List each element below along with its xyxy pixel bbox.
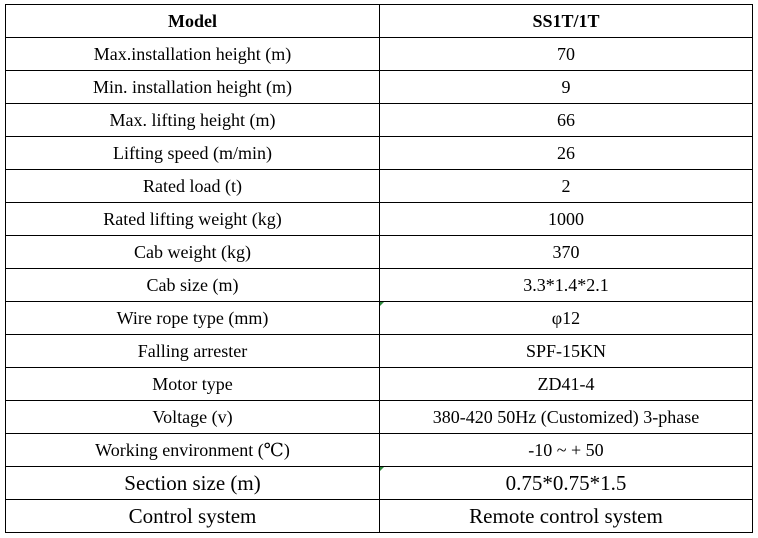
table-row: Cab weight (kg) 370 [5,235,753,269]
table-row: Lifting speed (m/min) 26 [5,136,753,170]
table-row: Max.installation height (m) 70 [5,37,753,71]
table-row: Rated load (t) 2 [5,169,753,203]
param-cell: Section size (m) [5,466,380,500]
param-cell: Wire rope type (mm) [5,301,380,335]
param-cell: Min. installation height (m) [5,70,380,104]
param-cell: Control system [5,499,380,533]
value-cell: 2 [379,169,753,203]
value-cell: 3.3*1.4*2.1 [379,268,753,302]
value-cell: 0.75*0.75*1.5 [379,466,753,500]
value-cell: φ12 [379,301,753,335]
value-cell: -10 ~ + 50 [379,433,753,467]
param-cell: Rated lifting weight (kg) [5,202,380,236]
header-model-label: Model [5,4,380,38]
param-cell: Motor type [5,367,380,401]
param-cell: Max.installation height (m) [5,37,380,71]
param-cell: Voltage (v) [5,400,380,434]
value-cell: 26 [379,136,753,170]
table-row: Cab size (m) 3.3*1.4*2.1 [5,268,753,302]
table-row: Falling arrester SPF-15KN [5,334,753,368]
cell-marker-icon [380,467,384,471]
value-cell: Remote control system [379,499,753,533]
table-row: Working environment (℃) -10 ~ + 50 [5,433,753,467]
value-text: 0.75*0.75*1.5 [505,470,627,495]
cell-marker-icon [380,302,384,306]
value-cell: 70 [379,37,753,71]
param-cell: Falling arrester [5,334,380,368]
param-cell: Lifting speed (m/min) [5,136,380,170]
param-cell: Max. lifting height (m) [5,103,380,137]
table-row: Max. lifting height (m) 66 [5,103,753,137]
spec-table: Model SS1T/1T Max.installation height (m… [5,4,753,533]
header-model-value: SS1T/1T [379,4,753,38]
table-row: Section size (m) 0.75*0.75*1.5 [5,466,753,500]
value-text: φ12 [551,307,581,328]
value-cell: 1000 [379,202,753,236]
param-cell: Working environment (℃) [5,433,380,467]
table-row: Wire rope type (mm) φ12 [5,301,753,335]
table-row: Control system Remote control system [5,499,753,533]
value-cell: SPF-15KN [379,334,753,368]
value-cell: 66 [379,103,753,137]
param-cell: Cab weight (kg) [5,235,380,269]
param-cell: Rated load (t) [5,169,380,203]
table-row: Rated lifting weight (kg) 1000 [5,202,753,236]
table-row: Voltage (v) 380-420 50Hz (Customized) 3-… [5,400,753,434]
value-cell: 380-420 50Hz (Customized) 3-phase [379,400,753,434]
table-header-row: Model SS1T/1T [5,4,753,38]
param-cell: Cab size (m) [5,268,380,302]
table-row: Min. installation height (m) 9 [5,70,753,104]
value-cell: 9 [379,70,753,104]
value-cell: ZD41-4 [379,367,753,401]
table-row: Motor type ZD41-4 [5,367,753,401]
value-cell: 370 [379,235,753,269]
